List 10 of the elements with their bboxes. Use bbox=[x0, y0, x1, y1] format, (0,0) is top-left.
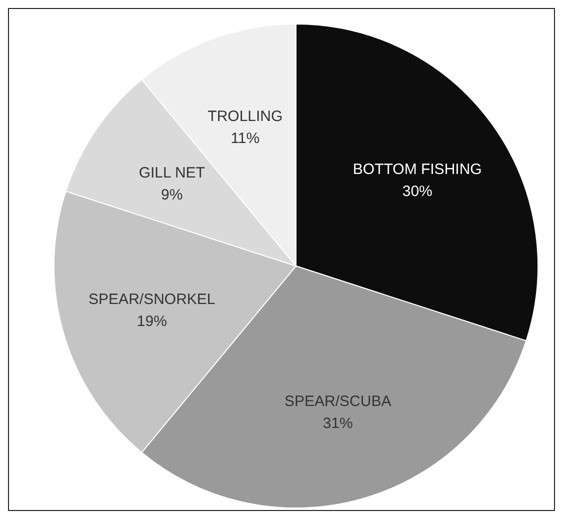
data-label: 9% bbox=[161, 186, 183, 204]
slice-label: TROLLING bbox=[208, 108, 283, 125]
slice-label: BOTTOM FISHING bbox=[352, 160, 482, 178]
data-label: 31% bbox=[322, 415, 353, 432]
data-label: 11% bbox=[230, 130, 260, 147]
slice-label: SPEAR/SCUBA bbox=[284, 393, 392, 410]
data-label: 30% bbox=[402, 182, 432, 200]
slice-label: GILL NET bbox=[138, 164, 205, 182]
slice-label: SPEAR/SNORKEL bbox=[88, 290, 216, 308]
data-label: 19% bbox=[136, 312, 167, 330]
